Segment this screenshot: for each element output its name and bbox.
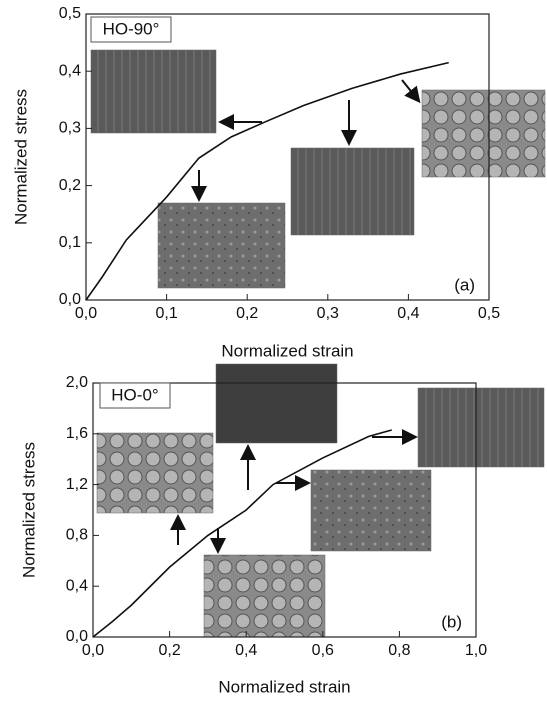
x-tick-label: 1,0: [465, 642, 487, 659]
y-tick-label: 0,2: [59, 177, 81, 194]
plot-frame: [85, 13, 490, 301]
annotation: HO-90°: [103, 19, 160, 38]
x-tick-label: 0,5: [478, 305, 500, 322]
micrograph: [417, 387, 545, 468]
y-tick-label: 0,8: [66, 527, 88, 544]
y-tick-label: 0,4: [59, 62, 81, 79]
x-axis-label: Normalized strain: [221, 341, 353, 360]
y-tick-label: 0,5: [59, 5, 81, 22]
micrograph: [290, 147, 415, 236]
y-tick-label: 1,6: [66, 425, 88, 442]
y-tick-label: 0,0: [59, 291, 81, 308]
x-tick-label: 0,4: [235, 642, 257, 659]
micrograph: [90, 49, 217, 134]
micrograph: [310, 469, 432, 552]
annotation: HO-0°: [111, 385, 158, 404]
y-tick-label: 0,1: [59, 234, 81, 251]
y-tick-label: 1,2: [66, 476, 88, 493]
micrograph: [96, 432, 214, 514]
micrograph: [203, 554, 326, 638]
y-axis-label: Normalized stress: [19, 442, 38, 578]
micrograph: [157, 202, 286, 289]
y-tick-label: 2,0: [66, 374, 88, 391]
x-tick-label: 0,0: [75, 305, 97, 322]
annotation-box: [99, 382, 171, 409]
curve: [85, 61, 449, 301]
micrograph: [421, 89, 546, 178]
y-tick-label: 0,4: [66, 577, 88, 594]
micrograph: [215, 363, 338, 444]
y-tick-label: 0,3: [59, 120, 81, 137]
curve: [92, 429, 392, 638]
x-axis-label: Normalized strain: [218, 677, 350, 696]
x-tick-label: 0,2: [158, 642, 180, 659]
x-tick-label: 0,0: [82, 642, 104, 659]
y-tick-label: 0,0: [66, 628, 88, 645]
x-tick-label: 0,4: [397, 305, 419, 322]
arrow: [401, 79, 421, 104]
x-tick-label: 0,2: [236, 305, 258, 322]
x-tick-label: 0,1: [155, 305, 177, 322]
x-tick-label: 0,8: [388, 642, 410, 659]
insets: [90, 49, 546, 638]
x-tick-label: 0,6: [312, 642, 334, 659]
panel-label: (b): [441, 612, 462, 631]
y-axis-label: Normalized stress: [11, 89, 30, 225]
arrows: [170, 79, 421, 554]
x-tick-label: 0,3: [317, 305, 339, 322]
plot-frame: [92, 382, 477, 638]
panel-label: (a): [454, 275, 475, 294]
annotation-box: [90, 16, 172, 43]
